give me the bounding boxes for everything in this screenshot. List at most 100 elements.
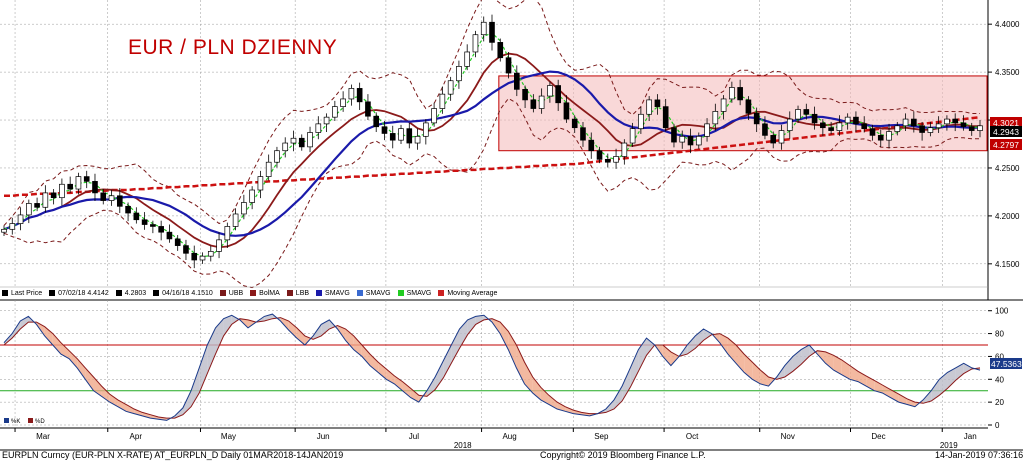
candle-body	[67, 183, 73, 190]
legend-swatch	[316, 290, 323, 296]
x-axis: Mar Apr May Jun Jul Aug Sep Oct Nov Dec Jan 2018 201…	[14, 428, 977, 450]
stochastic-last-tag: 47.5363	[990, 358, 1022, 369]
legend-swatch	[397, 290, 404, 296]
stochastic-gridlines	[0, 300, 988, 428]
candle-body	[720, 98, 727, 112]
stoch-fill	[215, 318, 224, 355]
stoch-fill	[955, 363, 964, 381]
legend-swatch	[438, 290, 445, 296]
candle-body	[704, 123, 710, 137]
price-panel	[0, 0, 988, 289]
stoch-fill	[630, 349, 639, 388]
stoch-fill	[207, 327, 216, 374]
stoch-fill	[614, 386, 623, 409]
candle-body	[191, 252, 198, 261]
candle-body	[472, 34, 479, 53]
candle-body	[563, 102, 570, 120]
stoch-fill	[402, 381, 411, 398]
legend-swatch	[286, 290, 293, 296]
x-year-label: 2018	[454, 441, 472, 450]
candle-body	[638, 113, 644, 130]
candle-body	[282, 142, 289, 152]
candle-body	[514, 72, 520, 90]
candle-body	[298, 137, 305, 148]
legend-entry: 4.2803	[115, 290, 146, 297]
x-month-label: May	[221, 432, 236, 441]
candle-body	[505, 57, 512, 74]
candle-body	[869, 128, 876, 136]
stoch-fill	[557, 402, 566, 412]
stoch-fill	[304, 335, 314, 345]
candle-body	[828, 127, 834, 131]
candle-body	[687, 135, 694, 146]
stoch-fill	[69, 350, 78, 368]
legend-entry: Last Price	[2, 290, 42, 297]
stoch-fill	[874, 380, 883, 393]
candle-body	[34, 203, 40, 208]
legend-label: Last Price	[11, 289, 43, 297]
candle-body	[389, 133, 396, 141]
stoch-fill	[890, 389, 899, 403]
candle-body	[778, 130, 785, 144]
stoch-fill	[44, 326, 53, 345]
legend-entry: 07/02/18 4.4142	[49, 290, 109, 297]
long-moving-average	[4, 115, 981, 198]
x-month-label: Sep	[594, 432, 609, 441]
stoch-fill	[361, 345, 370, 366]
candle-body	[968, 126, 975, 131]
candle-body	[183, 245, 189, 254]
legend-label: UBB	[228, 289, 244, 297]
stoch-fill	[20, 316, 29, 329]
stochastic-legend: %K %D	[4, 418, 45, 425]
stoch-fill	[622, 367, 631, 401]
svg-text:4.2943: 4.2943	[993, 127, 1019, 137]
candle-body	[977, 125, 983, 131]
stoch-fill	[451, 329, 460, 364]
candle-body	[571, 118, 578, 129]
candle-body	[646, 99, 652, 115]
candle-body	[1, 228, 7, 233]
stoch-fill	[85, 367, 94, 391]
candle-body	[356, 88, 363, 103]
candle-body	[232, 213, 239, 227]
x-month-label: Jun	[317, 432, 330, 441]
candle-body	[307, 132, 313, 148]
candle-body	[762, 123, 768, 136]
footer-timestamp: 14-Jan-2019 07:36:16	[935, 450, 1023, 460]
candle-body	[59, 183, 65, 199]
stoch-fill	[727, 338, 736, 364]
chart-title: EUR / PLN DZIENNY	[128, 36, 338, 59]
candle-body	[530, 99, 537, 109]
candle-body	[803, 109, 810, 115]
candle-body	[50, 192, 57, 199]
candle-body	[712, 111, 719, 125]
candle-body	[935, 123, 942, 129]
stoch-fill	[605, 399, 614, 413]
price-legend: Last Price 07/02/18 4.4142 4.2803 04/16/18 …	[2, 287, 504, 299]
candle-body	[447, 80, 454, 95]
x-year-label: 2019	[940, 441, 958, 450]
candle-body	[919, 125, 925, 133]
candle-body	[671, 127, 677, 143]
last-price-tag: 4.2943	[990, 126, 1022, 137]
candle-body	[952, 118, 958, 124]
candle-body	[249, 189, 255, 203]
legend-label: Moving Average	[447, 289, 498, 297]
price-tick-label: 4.2500	[995, 164, 1020, 173]
stochastic-y-axis: 100 80 60 40 20 0	[988, 307, 1009, 430]
stoch-fill	[508, 331, 517, 368]
stoch-fill	[426, 377, 436, 397]
price-tick-label: 4.4000	[995, 20, 1020, 29]
stoch-tick-label: 0	[995, 421, 1000, 430]
candlesticks	[1, 14, 983, 269]
candle-body	[547, 85, 553, 97]
legend-label: 07/02/18 4.4142	[58, 289, 109, 297]
stoch-fill	[77, 358, 86, 380]
candle-body	[497, 42, 504, 59]
candle-body	[199, 255, 206, 261]
candle-body	[613, 156, 619, 163]
x-month-label: Mar	[36, 432, 50, 441]
stoch-fill	[931, 379, 940, 401]
legend-entry: BolMA	[250, 290, 280, 297]
candle-body	[207, 251, 214, 257]
